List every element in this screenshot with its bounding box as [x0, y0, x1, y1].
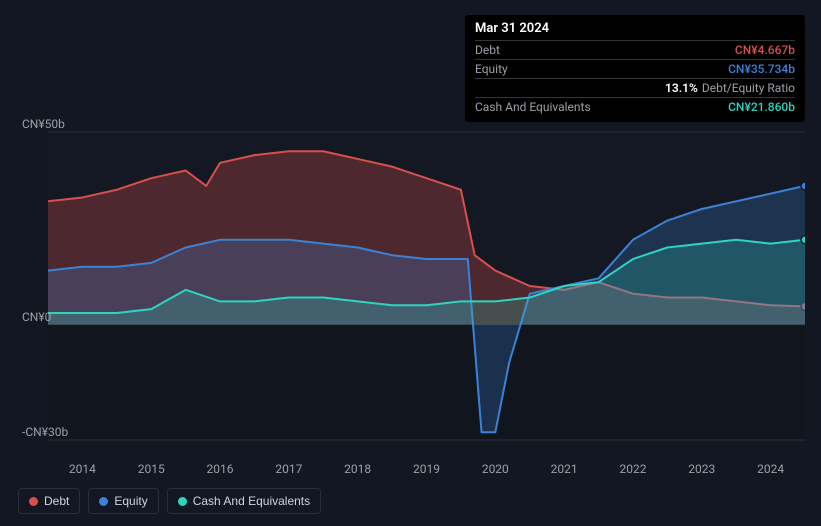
- legend-marker: [99, 497, 108, 506]
- tooltip-label: Cash And Equivalents: [475, 100, 591, 114]
- legend-marker: [178, 497, 187, 506]
- chart-svg: [18, 120, 805, 460]
- legend-label: Cash And Equivalents: [193, 494, 310, 508]
- x-axis-label: 2015: [138, 462, 165, 476]
- x-axis-label: 2019: [413, 462, 440, 476]
- tooltip-date: Mar 31 2024: [475, 21, 795, 36]
- tooltip-value: CN¥21.860b: [728, 100, 795, 114]
- legend-item-debt[interactable]: Debt: [18, 488, 80, 514]
- chart-legend: Debt Equity Cash And Equivalents: [18, 488, 321, 514]
- chart-area: [18, 120, 805, 460]
- y-axis-label: -CN¥30b: [22, 425, 68, 439]
- x-axis-label: 2023: [688, 462, 715, 476]
- legend-label: Debt: [44, 494, 69, 508]
- x-axis-label: 2017: [275, 462, 302, 476]
- x-axis-labels: 2014 2015 2016 2017 2018 2019 2020 2021 2022 2023…: [18, 462, 805, 482]
- tooltip-row: 13.1% Debt/Equity Ratio: [475, 78, 795, 97]
- tooltip-row: Equity CN¥35.734b: [475, 59, 795, 78]
- tooltip-ratio-pct: 13.1%: [665, 81, 698, 95]
- legend-item-equity[interactable]: Equity: [88, 488, 158, 514]
- legend-marker: [29, 497, 38, 506]
- x-axis-label: 2018: [344, 462, 371, 476]
- tooltip-label: Equity: [475, 62, 508, 76]
- chart-tooltip: Mar 31 2024 Debt CN¥4.667b Equity CN¥35.734…: [465, 15, 805, 122]
- tooltip-ratio-label: Debt/Equity Ratio: [702, 81, 795, 95]
- x-axis-label: 2021: [551, 462, 578, 476]
- x-axis-label: 2020: [482, 462, 509, 476]
- tooltip-value: CN¥35.734b: [728, 62, 795, 76]
- legend-item-cash-and-equivalents[interactable]: Cash And Equivalents: [167, 488, 321, 514]
- x-axis-label: 2022: [619, 462, 646, 476]
- y-axis-label: CN¥50b: [22, 117, 65, 131]
- tooltip-row: Cash And Equivalents CN¥21.860b: [475, 97, 795, 116]
- tooltip-row: Debt CN¥4.667b: [475, 40, 795, 59]
- y-axis-label: CN¥0: [22, 310, 51, 324]
- tooltip-ratio: 13.1% Debt/Equity Ratio: [665, 81, 795, 95]
- x-axis-label: 2024: [757, 462, 784, 476]
- legend-label: Equity: [114, 494, 147, 508]
- tooltip-label: Debt: [475, 43, 500, 57]
- x-axis-label: 2016: [207, 462, 234, 476]
- x-axis-label: 2014: [69, 462, 96, 476]
- tooltip-value: CN¥4.667b: [735, 43, 795, 57]
